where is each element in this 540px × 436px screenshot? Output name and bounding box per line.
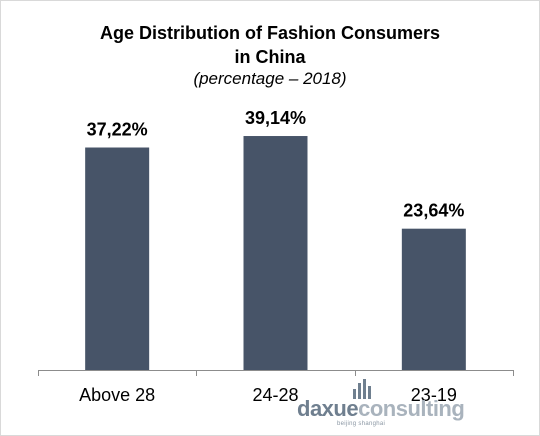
brand-name: daxueconsulting <box>297 396 465 421</box>
bar-above-28 <box>85 147 150 370</box>
brand-name-dark: daxue <box>297 396 359 421</box>
chart-title: Age Distribution of Fashion Consumers in… <box>1 21 539 69</box>
brand-watermark: daxueconsulting beijing shanghai <box>297 379 487 429</box>
x-tick-label: 24-28 <box>252 385 298 405</box>
data-label: 23,64% <box>403 201 464 221</box>
chart-title-line-2: in China <box>234 47 306 67</box>
x-tick-label: Above 28 <box>79 385 155 405</box>
data-label: 39,14% <box>245 108 306 128</box>
brand-name-light: consulting <box>358 396 465 421</box>
chart-subtitle: (percentage – 2018) <box>193 69 347 88</box>
bar-23-19 <box>401 228 466 370</box>
x-tick-label: 23-19 <box>411 385 457 405</box>
data-label: 37,22% <box>87 120 148 140</box>
brand-tagline: beijing shanghai <box>337 421 386 427</box>
chart-title-line-1: Age Distribution of Fashion Consumers <box>99 23 440 43</box>
brand-logo-icon <box>353 379 371 399</box>
bar-24-28 <box>243 136 308 370</box>
